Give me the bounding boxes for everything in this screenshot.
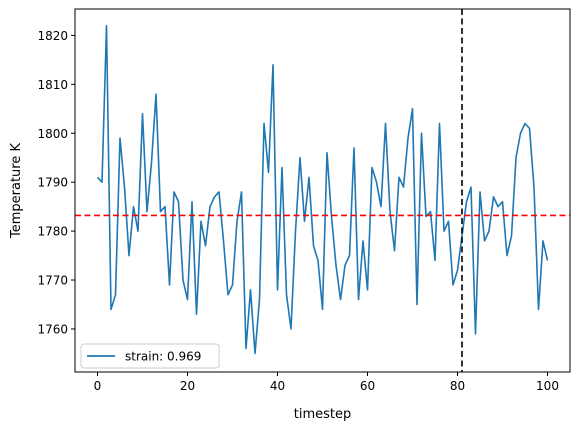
y-tick-label: 1810 [37, 78, 68, 92]
x-tick-label: 20 [180, 379, 195, 393]
x-tick-label: 40 [270, 379, 285, 393]
legend-label: strain: 0.969 [125, 350, 201, 364]
y-tick-label: 1820 [37, 29, 68, 43]
y-tick-label: 1780 [37, 225, 68, 239]
x-tick-label: 80 [450, 379, 465, 393]
x-axis-label: timestep [294, 407, 352, 422]
y-tick-label: 1800 [37, 127, 68, 141]
x-tick-label: 60 [360, 379, 375, 393]
x-tick-label: 100 [536, 379, 559, 393]
y-tick-label: 1770 [37, 274, 68, 288]
legend: strain: 0.969 [81, 344, 219, 368]
y-tick-label: 1760 [37, 322, 68, 336]
x-tick-label: 0 [94, 379, 102, 393]
y-tick-label: 1790 [37, 176, 68, 190]
y-axis-label: Temperature K [9, 143, 24, 239]
